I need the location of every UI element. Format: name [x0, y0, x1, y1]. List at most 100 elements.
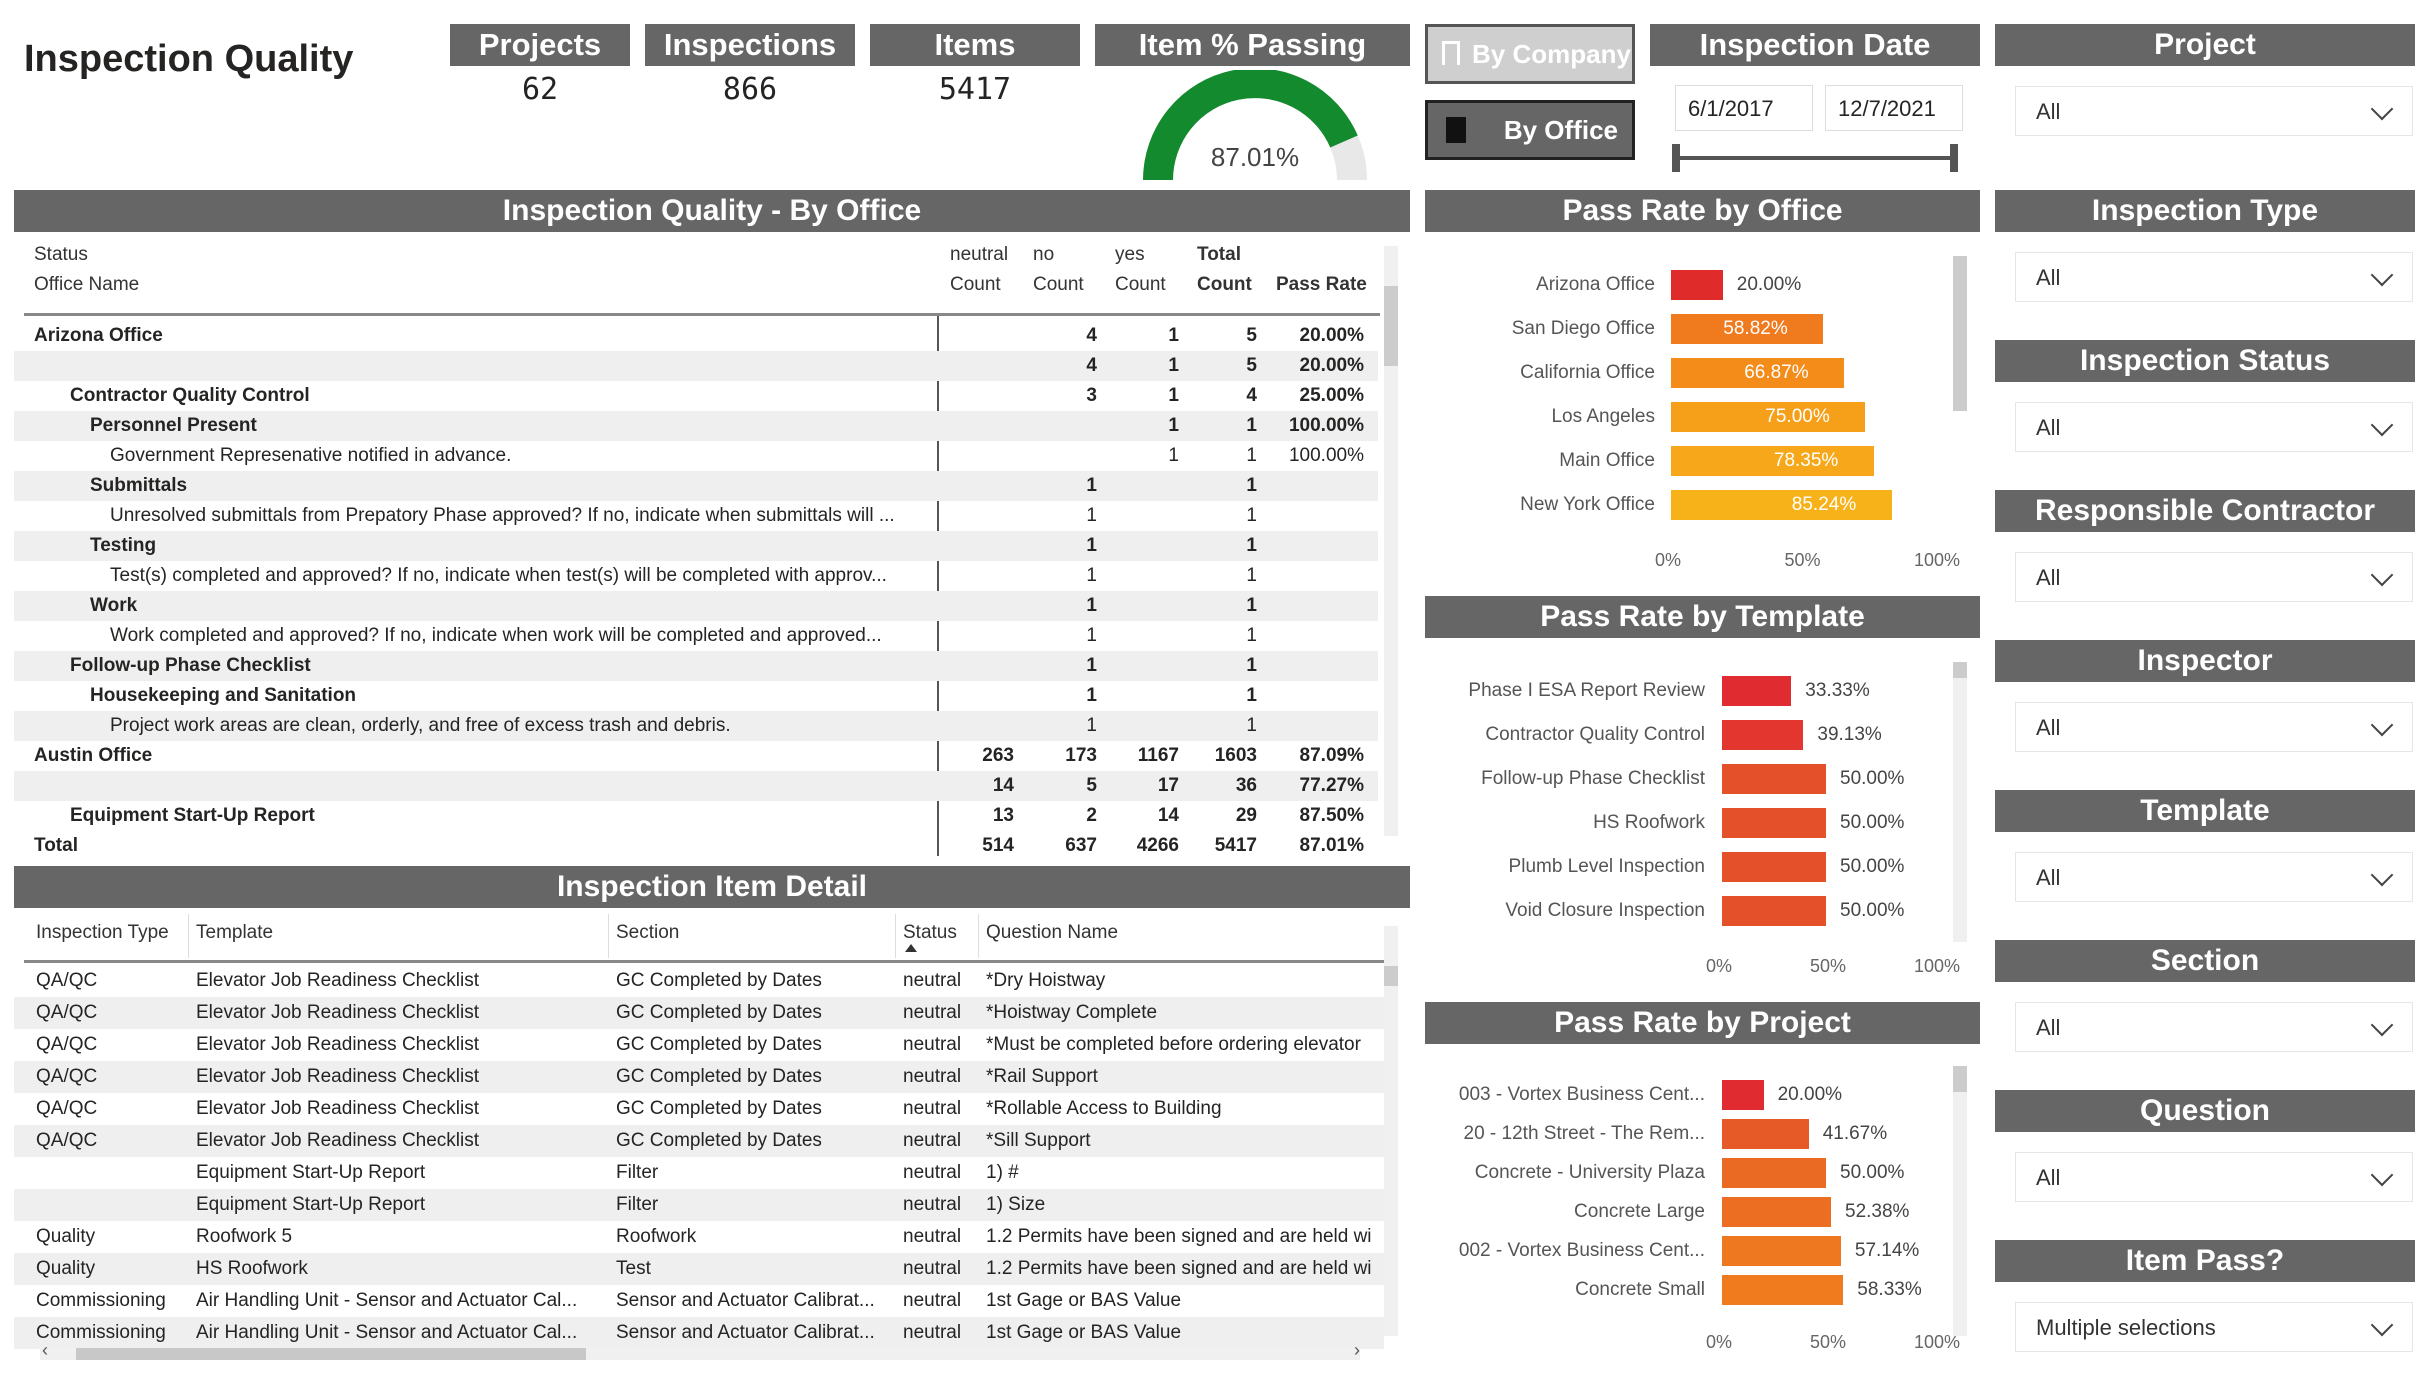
bar-data-label: 58.82%	[1723, 318, 1788, 339]
matrix-row[interactable]: Work 1 1	[14, 591, 1378, 621]
scroll-right-icon[interactable]: ›	[1354, 1340, 1360, 1360]
bar[interactable]	[1722, 1158, 1826, 1188]
matrix-row[interactable]: Test(s) completed and approved? If no, i…	[14, 561, 1378, 591]
matrix-col-headers: Status Office Name neutral Count no Coun…	[14, 240, 1384, 310]
bar[interactable]	[1671, 402, 1866, 432]
slicer-dropdown-0[interactable]: All	[2015, 86, 2413, 136]
table-row[interactable]: QA/QC Elevator Job Readiness Checklist GC …	[14, 1029, 1384, 1061]
axis-tick-label: 0%	[1655, 550, 1682, 570]
matrix-row[interactable]: 4 1 5 20.00%	[14, 351, 1378, 381]
slicer-dropdown-3[interactable]: All	[2015, 552, 2413, 602]
col-pass-rate[interactable]: Pass Rate	[1276, 274, 1367, 295]
chart-scrollbar[interactable]	[1953, 256, 1967, 411]
bar[interactable]	[1671, 270, 1723, 300]
bar[interactable]	[1722, 676, 1792, 706]
chart-scrollbar[interactable]	[1953, 662, 1967, 942]
detail-col-header-0[interactable]: Inspection Type	[36, 922, 169, 943]
detail-col-header-1[interactable]: Template	[196, 922, 274, 943]
scroll-left-icon[interactable]: ‹	[42, 1340, 48, 1360]
bar[interactable]	[1671, 490, 1892, 520]
bar[interactable]	[1722, 720, 1804, 750]
detail-cell: Elevator Job Readiness Checklist	[196, 1098, 480, 1119]
detail-hscroll-thumb[interactable]	[76, 1348, 586, 1360]
matrix-row[interactable]: Work completed and approved? If no, indi…	[14, 621, 1378, 651]
by-office-label: By Office	[1503, 115, 1618, 145]
col-yes[interactable]: yes	[1115, 244, 1145, 265]
table-row[interactable]: QA/QC Elevator Job Readiness Checklist GC …	[14, 965, 1384, 997]
cell-neutral: 14	[992, 775, 1014, 796]
detail-scrollbar[interactable]	[1384, 926, 1398, 1336]
matrix-row[interactable]: Follow-up Phase Checklist 1 1	[14, 651, 1378, 681]
slicer-value: All	[2036, 715, 2061, 740]
by-office-button[interactable]: By Office	[1425, 100, 1635, 160]
detail-col-header-2[interactable]: Section	[616, 922, 680, 943]
bar[interactable]	[1722, 764, 1826, 794]
total-yes: 4266	[1136, 835, 1179, 856]
matrix-scrollbar[interactable]	[1384, 246, 1398, 836]
date-range-start-handle[interactable]	[1672, 144, 1680, 172]
chart-scroll-thumb[interactable]	[1953, 1066, 1967, 1092]
bar[interactable]	[1722, 852, 1826, 882]
bar[interactable]	[1722, 1197, 1831, 1227]
matrix-row[interactable]: Housekeeping and Sanitation 1 1	[14, 681, 1378, 711]
slicer-dropdown-1[interactable]: All	[2015, 252, 2413, 302]
date-end-input[interactable]: 12/7/2021	[1825, 85, 1963, 131]
table-row[interactable]: QA/QC Elevator Job Readiness Checklist GC …	[14, 1125, 1384, 1157]
by-company-button[interactable]: By Company	[1425, 24, 1635, 84]
bar[interactable]	[1722, 808, 1826, 838]
slicer-dropdown-4[interactable]: All	[2015, 702, 2413, 752]
detail-cell: neutral	[903, 1162, 962, 1183]
table-row[interactable]: Equipment Start-Up Report Filter neutral 1)…	[14, 1157, 1384, 1189]
table-row[interactable]: Quality Roofwork 5 Roofwork neutral 1.2 Perm…	[14, 1221, 1384, 1253]
table-row[interactable]: QA/QC Elevator Job Readiness Checklist GC …	[14, 1093, 1384, 1125]
detail-hscrollbar[interactable]	[40, 1348, 1360, 1360]
table-row[interactable]: QA/QC Elevator Job Readiness Checklist GC …	[14, 1061, 1384, 1093]
bar[interactable]	[1671, 358, 1845, 388]
matrix-row[interactable]: Contractor Quality Control 3 1 4 25.00%	[14, 381, 1378, 411]
matrix-row[interactable]: Personnel Present 1 1 100.00%	[14, 411, 1378, 441]
bar[interactable]	[1722, 896, 1826, 926]
slicer-dropdown-5[interactable]: All	[2015, 852, 2413, 902]
table-row[interactable]: Equipment Start-Up Report Filter neutral 1)…	[14, 1189, 1384, 1221]
bar[interactable]	[1671, 446, 1874, 476]
table-row[interactable]: Quality HS Roofwork Test neutral 1.2 Permits…	[14, 1253, 1384, 1285]
bar[interactable]	[1722, 1275, 1844, 1305]
bar[interactable]	[1671, 314, 1824, 344]
bar[interactable]	[1722, 1119, 1809, 1149]
detail-cell: Filter	[616, 1162, 659, 1183]
col-no[interactable]: no	[1033, 244, 1055, 265]
matrix-row[interactable]: Austin Office 263 173 1167 1603 87.09%	[14, 741, 1378, 771]
slicer-dropdown-6[interactable]: All	[2015, 1002, 2413, 1052]
slicer-dropdown-7[interactable]: All	[2015, 1152, 2413, 1202]
slicer-dropdown-2[interactable]: All	[2015, 402, 2413, 452]
axis-tick-label: 100%	[1914, 1332, 1961, 1352]
chart-scrollbar[interactable]	[1953, 1066, 1967, 1336]
col-total[interactable]: Total	[1197, 244, 1241, 265]
matrix-row[interactable]: 14 5 17 36 77.27%	[14, 771, 1378, 801]
date-start-input[interactable]: 6/1/2017	[1675, 85, 1813, 131]
detail-scroll-thumb[interactable]	[1384, 966, 1398, 986]
detail-col-header-4[interactable]: Question Name	[986, 922, 1119, 943]
cell-total: 1	[1246, 685, 1257, 706]
col-neutral[interactable]: neutral	[950, 244, 1009, 265]
table-row[interactable]: QA/QC Elevator Job Readiness Checklist GC …	[14, 997, 1384, 1029]
table-row[interactable]: Commissioning Air Handling Unit - Sensor …	[14, 1285, 1384, 1317]
detail-cell: *Hoistway Complete	[986, 1002, 1158, 1023]
chart-scroll-thumb[interactable]	[1953, 256, 1967, 411]
matrix-row[interactable]: Project work areas are clean, orderly, a…	[14, 711, 1378, 741]
slicer-dropdown-8[interactable]: Multiple selections	[2015, 1302, 2413, 1352]
matrix-row[interactable]: Equipment Start-Up Report 13 2 14 29 87.50%	[14, 801, 1378, 831]
bar[interactable]	[1722, 1080, 1764, 1110]
matrix-row[interactable]: Submittals 1 1	[14, 471, 1378, 501]
matrix-row[interactable]: Testing 1 1	[14, 531, 1378, 561]
chart-scroll-thumb[interactable]	[1953, 662, 1967, 678]
matrix-row[interactable]: Unresolved submittals from Prepatory Pha…	[14, 501, 1378, 531]
cell-total: 36	[1235, 775, 1257, 796]
detail-col-header-3[interactable]: Status	[903, 922, 957, 943]
matrix-row[interactable]: Government Represenative notified in adv…	[14, 441, 1378, 471]
table-row[interactable]: Commissioning Air Handling Unit - Sensor …	[14, 1317, 1384, 1349]
bar[interactable]	[1722, 1236, 1841, 1266]
matrix-scroll-thumb[interactable]	[1384, 286, 1398, 366]
matrix-row[interactable]: Arizona Office 4 1 5 20.00%	[14, 321, 1378, 351]
date-range-end-handle[interactable]	[1950, 144, 1958, 172]
